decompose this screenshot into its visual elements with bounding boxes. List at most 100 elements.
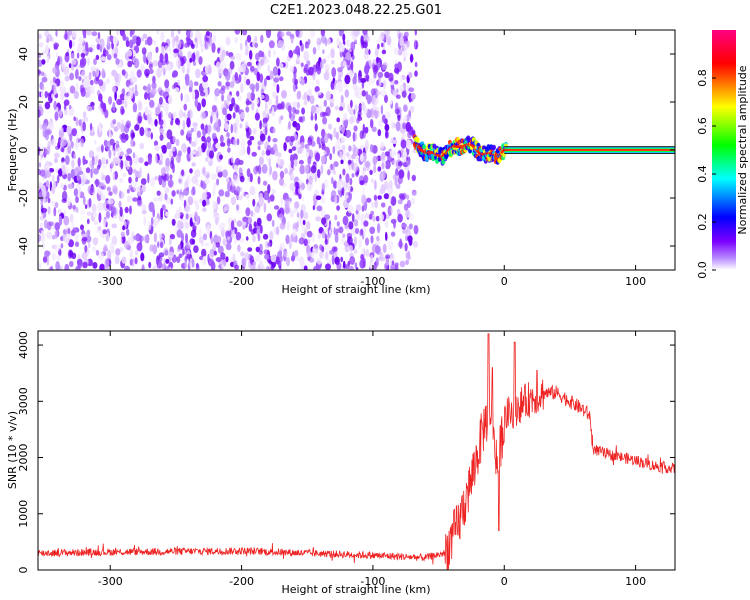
- noise-blob: [367, 36, 370, 42]
- noise-blob: [186, 68, 190, 75]
- noise-blob: [298, 116, 303, 123]
- noise-blob: [414, 70, 418, 77]
- noise-blob: [83, 75, 90, 86]
- noise-blob: [126, 165, 130, 170]
- noise-blob: [133, 141, 136, 147]
- noise-blob: [385, 231, 388, 241]
- noise-blob: [338, 125, 342, 132]
- noise-blob: [290, 37, 294, 44]
- noise-blob: [299, 164, 306, 175]
- noise-blob: [252, 234, 256, 243]
- noise-blob: [96, 43, 101, 50]
- noise-blob: [69, 104, 72, 110]
- noise-blob: [371, 126, 377, 133]
- noise-blob: [73, 90, 79, 100]
- noise-blob: [110, 205, 116, 215]
- noise-blob: [46, 231, 53, 239]
- noise-blob: [330, 163, 333, 171]
- noise-blob: [397, 48, 403, 56]
- noise-blob: [192, 238, 196, 245]
- noise-blob: [360, 153, 364, 162]
- noise-blob: [202, 207, 207, 213]
- noise-blob: [226, 177, 230, 184]
- noise-blob: [335, 228, 339, 235]
- noise-blob: [108, 96, 113, 105]
- noise-blob: [269, 70, 274, 80]
- noise-blob: [135, 250, 138, 256]
- noise-blob: [183, 103, 188, 111]
- noise-blob: [130, 129, 135, 140]
- noise-blob: [112, 101, 116, 112]
- noise-blob: [126, 188, 130, 194]
- noise-blob: [219, 154, 223, 160]
- noise-blob: [79, 191, 85, 199]
- noise-blob: [242, 216, 249, 222]
- noise-blob: [126, 195, 132, 203]
- noise-blob: [151, 81, 157, 90]
- noise-blob: [254, 52, 260, 61]
- noise-blob: [86, 218, 90, 225]
- noise-blob: [344, 89, 349, 98]
- noise-blob: [201, 192, 208, 200]
- noise-blob: [308, 66, 314, 76]
- noise-blob: [221, 51, 225, 61]
- noise-blob: [294, 109, 300, 115]
- noise-blob: [160, 214, 164, 220]
- noise-blob: [45, 191, 50, 199]
- noise-blob: [347, 204, 354, 214]
- noise-blob: [388, 180, 393, 189]
- noise-blob: [259, 73, 264, 83]
- noise-blob: [193, 245, 199, 254]
- noise-blob: [271, 110, 276, 117]
- noise-blob: [347, 236, 353, 245]
- noise-blob: [148, 63, 153, 70]
- y-tick-label: 3000: [17, 387, 30, 415]
- noise-blob: [280, 197, 283, 206]
- noise-blob: [210, 115, 213, 124]
- noise-blob: [375, 155, 379, 163]
- noise-blob: [396, 94, 401, 99]
- noise-blob: [112, 184, 118, 193]
- noise-blob: [342, 215, 349, 226]
- noise-blob: [91, 31, 98, 37]
- noise-blob: [135, 36, 141, 47]
- noise-blob: [351, 173, 355, 178]
- noise-blob: [163, 91, 170, 100]
- noise-blob: [55, 30, 58, 37]
- noise-blob: [345, 152, 350, 157]
- noise-blob: [321, 128, 326, 138]
- colorbar-tick-label: 0.6: [696, 117, 709, 135]
- noise-blob: [101, 157, 106, 165]
- noise-blob: [63, 99, 70, 106]
- noise-blob: [277, 152, 282, 158]
- noise-blob: [397, 153, 401, 162]
- noise-blob: [120, 151, 124, 157]
- noise-blob: [324, 63, 330, 73]
- noise-blob: [267, 135, 271, 143]
- noise-blob: [411, 174, 416, 182]
- noise-blob: [361, 248, 365, 255]
- noise-blob: [100, 100, 104, 109]
- noise-blob: [226, 113, 232, 121]
- noise-blob: [70, 52, 75, 59]
- noise-blob: [180, 129, 185, 136]
- noise-blob: [292, 230, 297, 237]
- noise-blob: [377, 166, 382, 172]
- noise-blob: [247, 139, 252, 146]
- noise-blob: [58, 208, 62, 215]
- steady-line-band: [504, 148, 675, 150]
- noise-blob: [41, 50, 46, 56]
- noise-blob: [312, 47, 317, 55]
- noise-blob: [153, 232, 158, 243]
- noise-blob: [199, 91, 206, 97]
- noise-blob: [295, 30, 300, 38]
- noise-blob: [217, 170, 223, 178]
- noise-blob: [167, 94, 173, 105]
- noise-blob: [93, 139, 97, 145]
- noise-blob: [121, 108, 125, 115]
- noise-blob: [95, 37, 102, 44]
- noise-blob: [245, 207, 251, 217]
- noise-blob: [331, 246, 338, 253]
- noise-blob: [272, 66, 278, 76]
- noise-blob: [55, 51, 59, 60]
